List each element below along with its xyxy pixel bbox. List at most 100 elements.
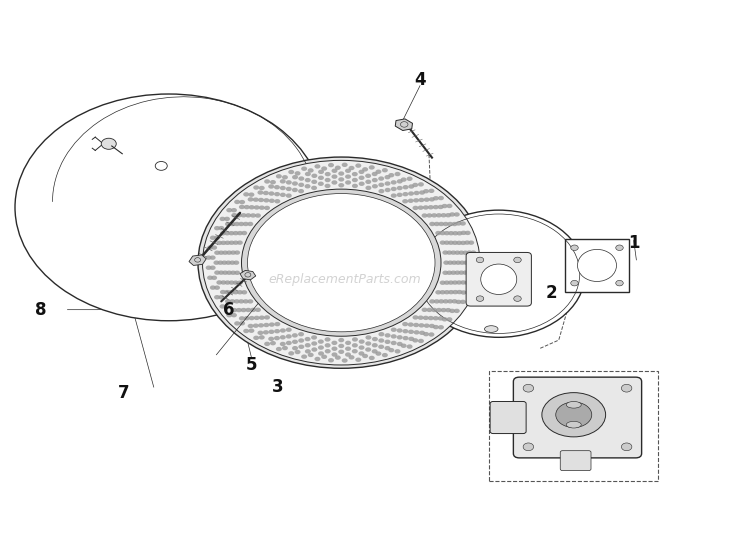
Circle shape: [234, 321, 240, 326]
Circle shape: [308, 353, 314, 357]
Circle shape: [226, 251, 232, 255]
Circle shape: [232, 280, 238, 285]
Circle shape: [465, 231, 471, 235]
Circle shape: [224, 304, 230, 309]
Circle shape: [218, 295, 224, 300]
Circle shape: [239, 200, 245, 204]
Circle shape: [286, 194, 292, 198]
Circle shape: [231, 208, 237, 212]
Circle shape: [447, 299, 453, 304]
Circle shape: [385, 188, 391, 192]
Circle shape: [433, 222, 439, 226]
Text: eReplacementParts.com: eReplacementParts.com: [268, 273, 422, 286]
Circle shape: [413, 182, 419, 187]
Circle shape: [264, 342, 270, 346]
Circle shape: [391, 187, 397, 191]
Circle shape: [457, 231, 463, 236]
Circle shape: [382, 353, 388, 357]
Circle shape: [385, 340, 391, 344]
Circle shape: [318, 351, 324, 356]
Circle shape: [255, 307, 261, 312]
Circle shape: [459, 260, 465, 265]
Circle shape: [391, 194, 397, 198]
Circle shape: [248, 194, 435, 332]
Circle shape: [226, 270, 232, 275]
Circle shape: [397, 342, 403, 346]
Circle shape: [442, 299, 448, 304]
Circle shape: [448, 241, 454, 245]
Circle shape: [428, 189, 434, 193]
Circle shape: [325, 349, 331, 353]
Circle shape: [408, 191, 414, 196]
Circle shape: [328, 358, 334, 362]
Circle shape: [356, 358, 362, 362]
Circle shape: [325, 184, 331, 188]
Circle shape: [321, 166, 327, 171]
Circle shape: [352, 349, 358, 353]
Circle shape: [372, 337, 378, 341]
Circle shape: [454, 212, 460, 217]
Circle shape: [358, 181, 364, 186]
Circle shape: [422, 213, 428, 218]
Circle shape: [338, 349, 344, 354]
Circle shape: [257, 190, 263, 195]
Circle shape: [419, 198, 424, 202]
Circle shape: [243, 192, 249, 196]
FancyBboxPatch shape: [513, 377, 641, 458]
Circle shape: [394, 349, 400, 353]
Circle shape: [318, 170, 324, 174]
Circle shape: [385, 181, 391, 186]
Circle shape: [282, 175, 288, 180]
Circle shape: [376, 170, 382, 174]
Circle shape: [222, 251, 228, 255]
Circle shape: [311, 335, 317, 340]
Circle shape: [298, 332, 304, 336]
Circle shape: [318, 340, 324, 344]
Circle shape: [446, 317, 452, 322]
Circle shape: [423, 205, 429, 210]
Circle shape: [423, 332, 429, 336]
Circle shape: [365, 341, 371, 346]
Circle shape: [233, 260, 239, 265]
Circle shape: [220, 304, 226, 309]
Circle shape: [419, 190, 425, 195]
Circle shape: [207, 275, 213, 280]
Circle shape: [397, 192, 403, 197]
Circle shape: [308, 168, 314, 173]
Circle shape: [448, 290, 454, 294]
Circle shape: [450, 251, 456, 255]
Circle shape: [202, 160, 480, 365]
Circle shape: [468, 280, 474, 285]
Circle shape: [238, 299, 244, 304]
Circle shape: [369, 165, 375, 170]
Circle shape: [476, 257, 484, 263]
Circle shape: [442, 222, 448, 226]
Circle shape: [249, 205, 255, 210]
Circle shape: [431, 213, 437, 217]
Circle shape: [259, 315, 265, 320]
Circle shape: [311, 174, 317, 178]
Circle shape: [362, 167, 368, 171]
Circle shape: [276, 174, 282, 179]
Ellipse shape: [566, 421, 581, 428]
Circle shape: [460, 300, 466, 304]
Circle shape: [280, 186, 286, 190]
Circle shape: [229, 231, 235, 236]
Circle shape: [245, 213, 251, 217]
Circle shape: [466, 270, 472, 275]
Circle shape: [286, 187, 292, 191]
Circle shape: [408, 337, 414, 341]
Circle shape: [239, 321, 245, 326]
Circle shape: [464, 241, 470, 245]
Circle shape: [379, 332, 385, 336]
Circle shape: [237, 290, 243, 294]
Circle shape: [234, 299, 240, 304]
Ellipse shape: [484, 326, 498, 332]
Circle shape: [444, 241, 450, 245]
Circle shape: [391, 334, 397, 338]
Circle shape: [263, 191, 269, 195]
Circle shape: [259, 206, 265, 210]
Circle shape: [442, 317, 448, 321]
Circle shape: [216, 280, 222, 285]
Circle shape: [378, 345, 384, 349]
